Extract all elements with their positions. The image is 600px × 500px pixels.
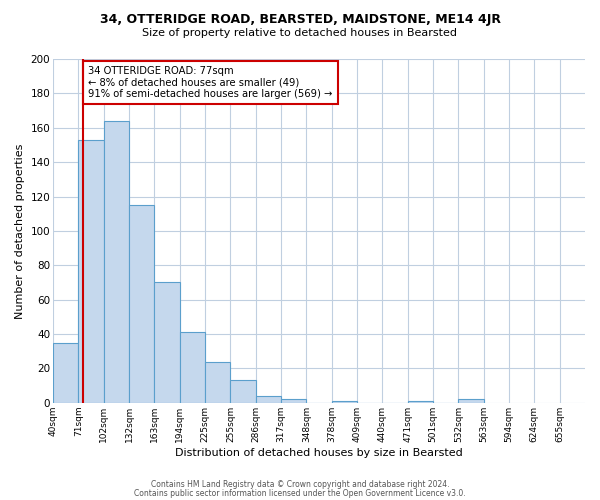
Bar (154, 282, 180, 403)
Text: Contains HM Land Registry data © Crown copyright and database right 2024.: Contains HM Land Registry data © Crown c… (151, 480, 449, 489)
Text: Size of property relative to detached houses in Bearsted: Size of property relative to detached ho… (143, 28, 458, 38)
Bar (407, 401, 433, 403)
Y-axis label: Number of detached properties: Number of detached properties (15, 143, 25, 318)
Bar (458, 400, 484, 403)
Bar (104, 121, 129, 403)
X-axis label: Distribution of detached houses by size in Bearsted: Distribution of detached houses by size … (175, 448, 463, 458)
Bar (129, 205, 154, 403)
Bar (256, 396, 281, 403)
Text: 34 OTTERIDGE ROAD: 77sqm
← 8% of detached houses are smaller (49)
91% of semi-de: 34 OTTERIDGE ROAD: 77sqm ← 8% of detache… (88, 66, 332, 99)
Bar (230, 380, 256, 403)
Bar (332, 401, 357, 403)
Bar (205, 362, 230, 403)
Bar (53, 342, 79, 403)
Bar (180, 332, 205, 403)
Bar (281, 400, 307, 403)
Text: 34, OTTERIDGE ROAD, BEARSTED, MAIDSTONE, ME14 4JR: 34, OTTERIDGE ROAD, BEARSTED, MAIDSTONE,… (100, 12, 500, 26)
Text: Contains public sector information licensed under the Open Government Licence v3: Contains public sector information licen… (134, 489, 466, 498)
Bar (79, 140, 104, 403)
